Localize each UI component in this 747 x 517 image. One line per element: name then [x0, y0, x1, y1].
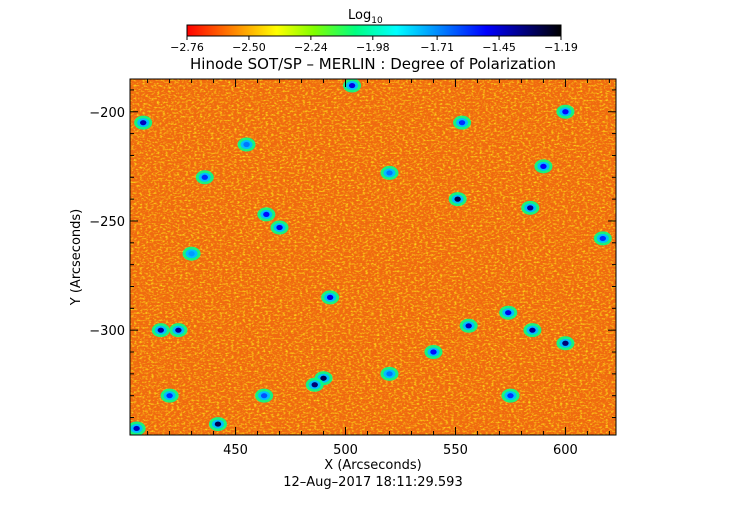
x-tick-label: 600	[553, 443, 578, 458]
y-tick-label: −250	[89, 215, 125, 230]
feature-core	[529, 327, 536, 333]
colorbar-tick-label: −1.45	[482, 41, 516, 54]
heatmap-background	[130, 79, 616, 435]
feature-core	[527, 205, 534, 211]
colorbar	[186, 24, 562, 37]
feature-core	[386, 371, 393, 377]
heatmap	[130, 79, 616, 435]
feature-core	[276, 224, 283, 231]
feature-core	[505, 310, 512, 316]
colorbar-tick-label: −1.19	[544, 41, 578, 54]
colorbar-ticks: −2.76 −2.50 −2.24 −1.98 −1.71 −1.45 −1.19	[170, 36, 578, 54]
colorbar-tick-label: −1.98	[356, 41, 390, 54]
feature-core	[188, 251, 195, 257]
x-tick-label: 550	[443, 443, 468, 458]
feature-core	[540, 163, 547, 169]
x-tick-label: 500	[333, 443, 358, 458]
colorbar-label: Log10	[348, 8, 383, 26]
feature-core	[326, 294, 334, 301]
feature-core	[166, 393, 173, 399]
plot-frame	[129, 78, 617, 436]
feature-core	[201, 174, 208, 180]
feature-core	[243, 141, 250, 148]
chart-title: Hinode SOT/SP – MERLIN : Degree of Polar…	[190, 55, 556, 73]
feature-core	[139, 120, 147, 126]
colorbar-tick-label: −2.24	[294, 41, 328, 54]
y-axis: −200 −250 −300	[89, 89, 616, 419]
feature-core	[430, 349, 437, 355]
feature-core	[348, 82, 356, 89]
feature-core	[458, 120, 466, 126]
colorbar-tick-label: −2.76	[170, 41, 204, 54]
colorbar-tick-label: −1.71	[420, 41, 454, 54]
feature-core	[260, 393, 268, 399]
timestamp: 12–Aug–2017 18:11:29.593	[283, 475, 462, 490]
feature-core	[157, 327, 164, 333]
feature-core	[320, 375, 327, 381]
feature-core	[386, 170, 393, 176]
feature-core	[214, 421, 222, 427]
feature-core	[562, 109, 569, 115]
y-tick-label: −200	[89, 106, 125, 121]
x-axis-label: X (Arcseconds)	[324, 458, 421, 473]
y-tick-label: −300	[89, 324, 125, 339]
feature-core	[311, 382, 318, 388]
x-axis: 450 500 550 600	[147, 79, 610, 458]
x-tick-label: 450	[223, 443, 248, 458]
feature-core	[465, 323, 472, 329]
feature-core	[562, 340, 569, 346]
colorbar-tick-label: −2.50	[232, 41, 266, 54]
y-axis-label: Y (Arcseconds)	[69, 209, 84, 306]
feature-core	[454, 196, 461, 202]
feature-core	[175, 327, 182, 333]
feature-core	[133, 425, 140, 432]
feature-core	[263, 211, 270, 218]
feature-core	[507, 393, 514, 399]
feature-core	[599, 235, 607, 242]
heatmap-features	[130, 79, 612, 435]
